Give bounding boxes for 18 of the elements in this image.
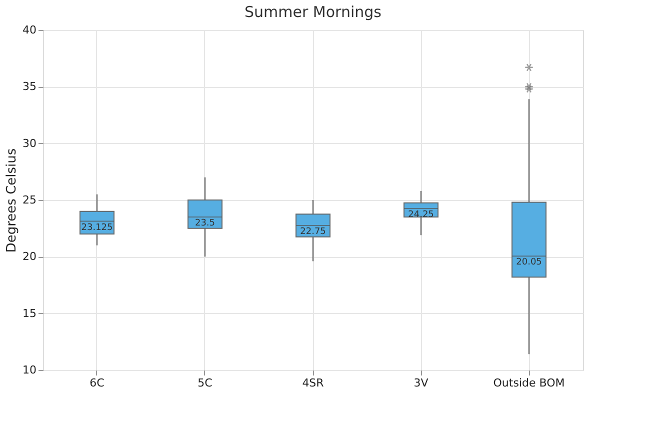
x-tick-label: 3V — [414, 376, 429, 390]
x-tick-label: Outside BOM — [493, 376, 565, 390]
y-tick-label: 20 — [22, 250, 36, 264]
x-tick-label: 6C — [90, 376, 105, 390]
y-tick-label: 10 — [22, 364, 36, 376]
x-tick-label: 5C — [198, 376, 213, 390]
annotation: 20.05 — [516, 258, 542, 268]
y-tick-label: 40 — [22, 24, 36, 36]
annotation: 23.5 — [194, 218, 216, 228]
y-tick-label: 15 — [22, 306, 36, 320]
chart-title: Summer Mornings — [244, 3, 382, 21]
x-tick-label: 4SR — [302, 376, 324, 390]
y-tick-label: 30 — [22, 136, 36, 150]
y-axis-title: Degrees Celsius — [4, 148, 20, 253]
annotation: 23.125 — [81, 222, 113, 233]
y-tick-label: 35 — [22, 80, 36, 94]
annotation: 22.75 — [300, 227, 326, 237]
y-tick-label: 25 — [22, 194, 36, 206]
